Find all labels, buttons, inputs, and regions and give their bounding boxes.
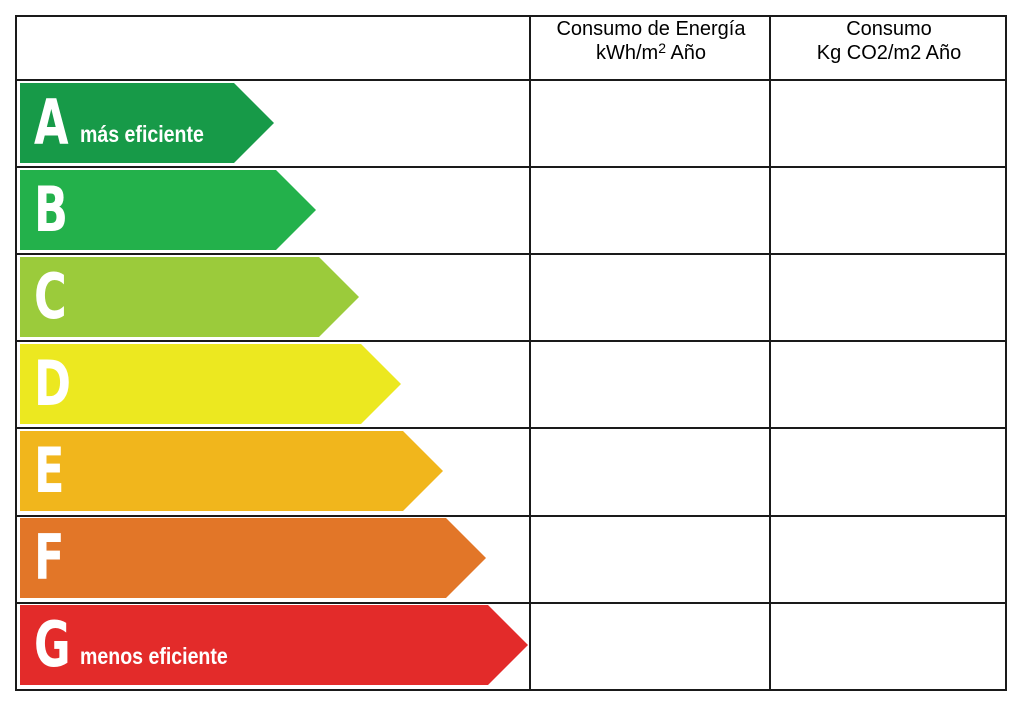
row-divider-b [15,253,1007,255]
rating-arrow-d: D [20,344,401,424]
co2-value-cell-a [771,82,1005,167]
energy-value-cell-d [531,343,769,428]
arrow-shape-c [20,257,359,337]
arrow-shape-f [20,518,486,598]
table-border-top [15,15,1007,17]
energy-unit-superscript: 2 [658,40,666,56]
table-border-left [15,15,17,691]
energy-value-cell-g [531,604,769,689]
co2-header-line1: Consumo [846,18,932,40]
row-divider-e [15,515,1007,517]
table-border-bottom [15,689,1007,691]
row-divider-a [15,166,1007,168]
energy-unit-year: Año [665,42,707,64]
rating-letter-a: A [34,86,69,159]
energy-consumption-header: Consumo de Energía kWh/m2 Año [531,17,771,79]
energy-header-line1: Consumo de Energía [556,18,746,40]
rating-label-most-efficient: más eficiente [80,120,204,147]
energy-header-line2: kWh/m2 Año [596,41,706,65]
co2-value-cell-b [771,169,1005,254]
rating-letter-c: C [34,260,67,333]
table-border-right [1005,15,1007,691]
energy-value-cell-b [531,169,769,254]
rating-arrow-c: C [20,257,359,337]
row-divider-c [15,340,1007,342]
arrow-shape-b [20,170,316,250]
row-divider-d [15,427,1007,429]
energy-value-cell-e [531,430,769,515]
energy-value-cell-f [531,517,769,602]
rating-letter-f: F [34,521,65,594]
co2-value-cell-f [771,517,1005,602]
rating-label-least-efficient: menos eficiente [80,642,228,669]
arrow-shape-e [20,431,443,511]
rating-letter-b: B [34,173,69,246]
rating-arrow-a: A más eficiente [20,83,274,163]
co2-value-cell-e [771,430,1005,515]
column-divider-2 [769,15,771,691]
arrow-shape-g [20,605,528,685]
energy-value-cell-c [531,256,769,341]
rating-arrow-b: B [20,170,316,250]
co2-value-cell-d [771,343,1005,428]
co2-header-line2: Kg CO2/m2 Año [816,42,962,64]
arrow-shape-d [20,344,401,424]
rating-letter-g: G [34,608,71,681]
energy-unit: kWh/m [595,42,659,64]
co2-value-cell-c [771,256,1005,341]
rating-letter-e: E [34,434,65,507]
row-divider-f [15,602,1007,604]
rating-arrow-f: F [20,518,486,598]
energy-rating-table [15,15,1007,691]
arrow-shape-a [20,83,274,163]
rating-arrow-g: G menos eficiente [20,605,528,685]
energy-value-cell-a [531,82,769,167]
co2-value-cell-g [771,604,1005,689]
co2-consumption-header: Consumo Kg CO2/m2 Año [771,17,1007,79]
column-divider-1 [529,15,531,691]
row-divider-header [15,79,1007,81]
rating-arrow-e: E [20,431,443,511]
rating-letter-d: D [34,347,72,420]
